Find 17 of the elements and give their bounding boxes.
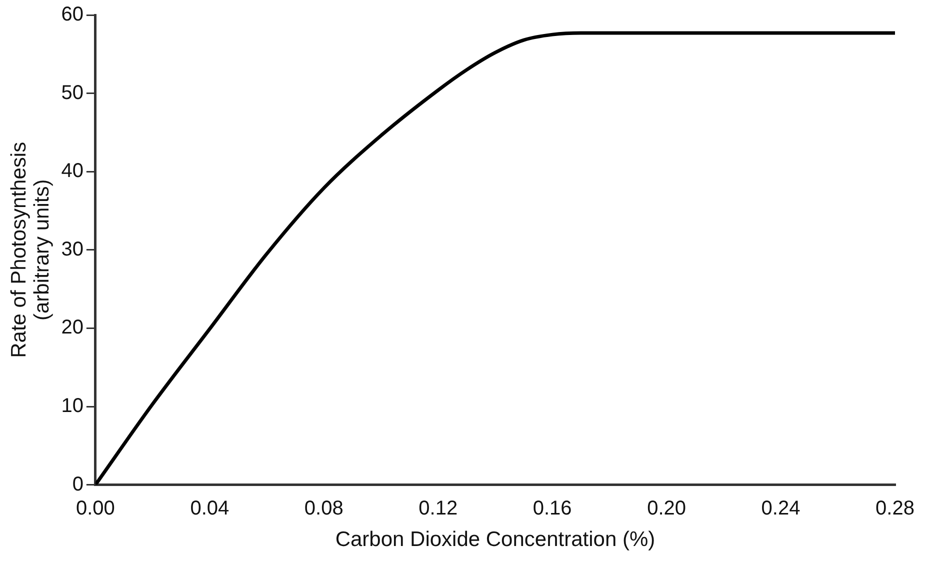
y-tick-label: 10 [61,395,84,418]
x-tick-label: 0.00 [76,497,115,520]
y-tick-label: 0 [72,473,84,496]
y-tick-label: 60 [61,4,84,26]
y-tick-label: 20 [61,316,84,339]
x-tick-label: 0.24 [761,497,800,520]
y-tick-label: 50 [61,82,84,104]
x-axis-title: Carbon Dioxide Concentration (%) [335,528,656,552]
x-tick-label: 0.08 [304,497,344,520]
x-tick-label: 0.16 [532,497,572,520]
x-tick-label: 0.12 [418,497,458,520]
y-axis-title: Rate of Photosynthesis (arbitrary units) [7,142,54,358]
y-tick-label: 30 [61,238,84,260]
x-tick-label: 0.04 [190,497,230,520]
x-tick-label: 0.20 [647,497,686,520]
x-tick-label: 0.28 [876,497,914,520]
y-tick-label: 40 [61,160,84,182]
